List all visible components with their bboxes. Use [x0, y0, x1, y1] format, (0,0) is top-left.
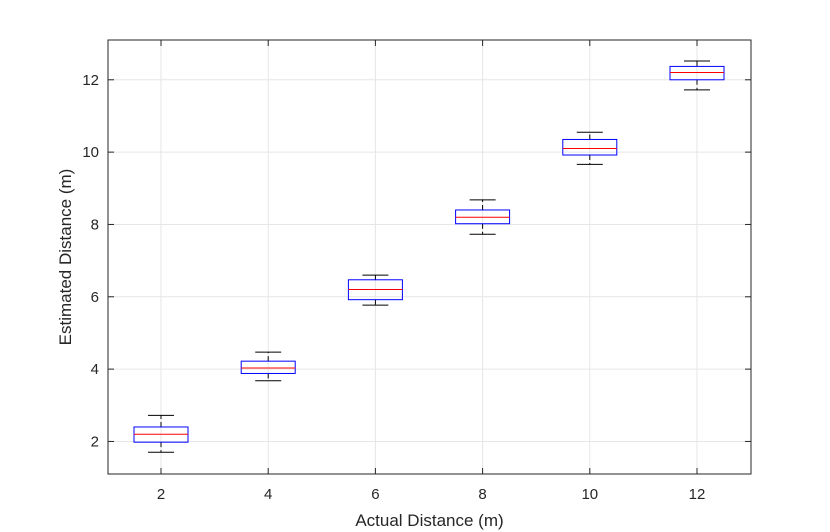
y-tick-label-8: 8 [91, 216, 99, 233]
box-10 [562, 131, 618, 165]
y-tick-label-4: 4 [91, 361, 99, 378]
box-12 [669, 60, 725, 91]
plot-frame [107, 39, 752, 475]
box-4 [240, 351, 296, 382]
box-series [133, 60, 725, 453]
x-tick-label-8: 8 [478, 486, 486, 503]
x-tick-label-6: 6 [371, 486, 379, 503]
x-tick-label-10: 10 [581, 486, 598, 503]
y-tick-label-2: 2 [91, 433, 99, 450]
axis-ticks: 2 4 6 8 10 12 2 4 6 8 10 12 [82, 40, 751, 503]
y-tick-label-6: 6 [91, 289, 99, 306]
box-8 [455, 199, 511, 235]
box-iqr-10 [562, 138, 618, 156]
box-iqr-4 [240, 360, 296, 374]
grid-lines [108, 40, 751, 474]
box-2 [133, 414, 189, 453]
x-axis-title: Actual Distance (m) [355, 511, 503, 530]
box-iqr-12 [669, 65, 725, 81]
x-tick-label-2: 2 [157, 486, 165, 503]
y-tick-label-12: 12 [82, 72, 99, 89]
x-tick-label-12: 12 [689, 486, 706, 503]
y-axis-title: Estimated Distance (m) [56, 169, 75, 346]
y-tick-label-10: 10 [82, 144, 99, 161]
plot-area [108, 40, 751, 474]
box-6 [347, 274, 403, 306]
x-tick-label-4: 4 [264, 486, 272, 503]
